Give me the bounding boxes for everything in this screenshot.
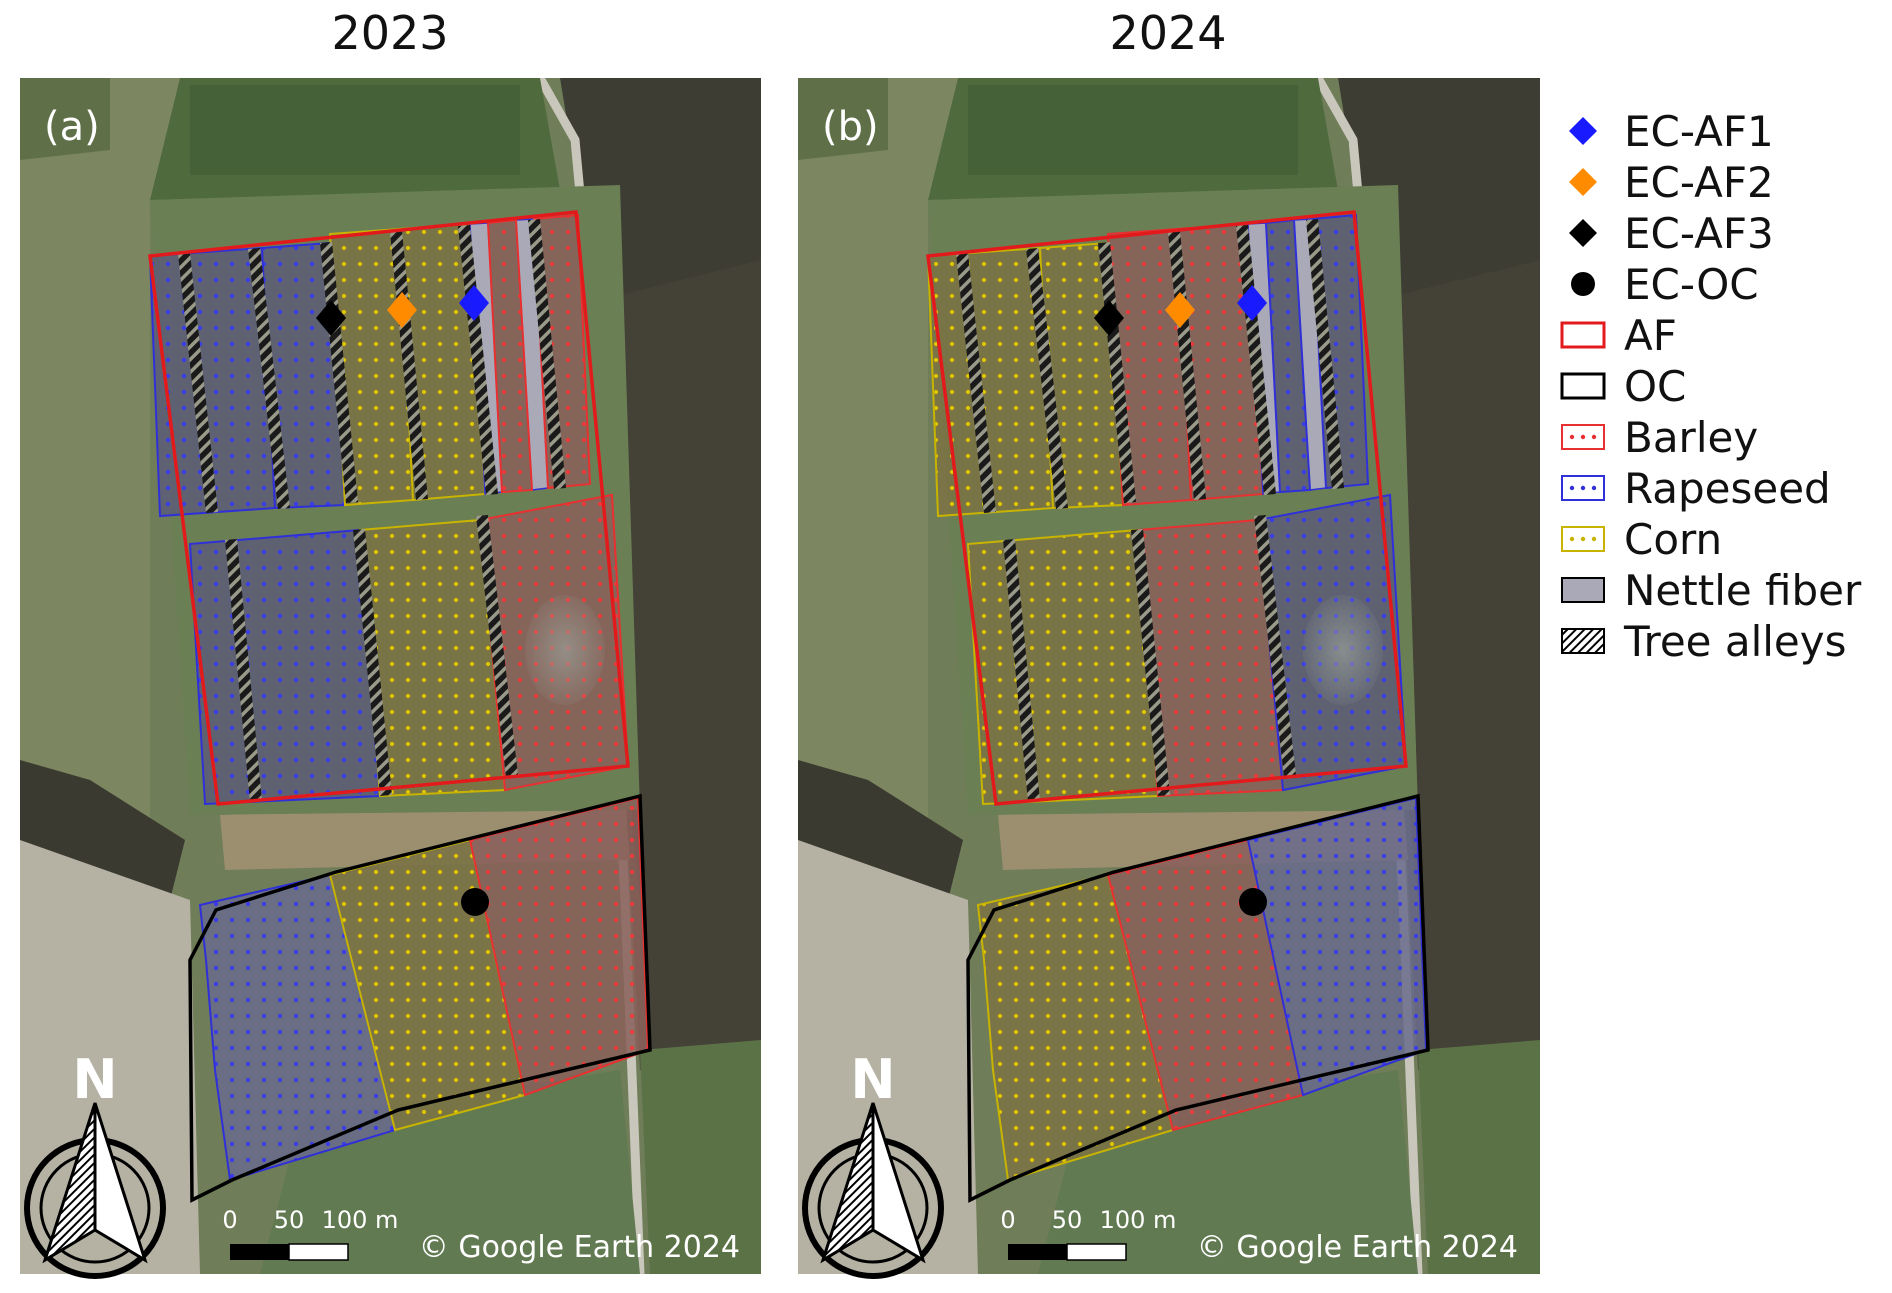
legend-item-ec-af2: EC-AF2 xyxy=(1560,157,1774,207)
copyright-a: © Google Earth 2024 xyxy=(419,1230,740,1265)
ec-af1-marker-b xyxy=(1237,285,1267,321)
af-outline-a xyxy=(148,210,630,806)
scale-tick-100-b: 100 m xyxy=(1100,1206,1177,1234)
legend-item-ec-af1: EC-AF1 xyxy=(1560,106,1774,156)
tree-alleys-south-b xyxy=(1003,515,1296,802)
red-outline-icon xyxy=(1560,321,1606,349)
oc-outline-b xyxy=(966,793,1430,1203)
ec-af1-marker-a xyxy=(459,285,489,321)
legend-item-corn: Corn xyxy=(1560,514,1722,564)
ec-af2-marker-b xyxy=(1165,292,1195,328)
yellow-dots-icon xyxy=(1561,526,1605,552)
scale-bar-a xyxy=(230,1243,349,1261)
map-panel-b xyxy=(798,78,1540,1279)
scale-tick-100-a: 100 m xyxy=(322,1206,399,1234)
ec-oc-marker-a xyxy=(461,888,489,916)
red-dots-icon xyxy=(1561,424,1605,450)
map-panel-a xyxy=(20,78,761,1279)
orange-diamond-icon xyxy=(1569,168,1597,196)
tree-alleys-south-a xyxy=(225,515,518,802)
legend-item-af: AF xyxy=(1560,310,1677,360)
legend-item-ec-oc: EC-OC xyxy=(1560,259,1759,309)
legend-label-barley: Barley xyxy=(1624,412,1759,462)
legend-label-rapeseed: Rapeseed xyxy=(1624,463,1831,513)
legend-item-tree: Tree alleys xyxy=(1560,616,1847,666)
legend-label-ec-oc: EC-OC xyxy=(1624,259,1759,309)
scale-tick-50-a: 50 xyxy=(274,1206,305,1234)
ec-oc-marker-b xyxy=(1239,888,1267,916)
blue-diamond-icon xyxy=(1569,117,1597,145)
ec-af2-marker-a xyxy=(387,292,417,328)
blue-dots-icon xyxy=(1561,475,1605,501)
legend-label-ec-af3: EC-AF3 xyxy=(1624,208,1774,258)
legend-label-nettle: Nettle fiber xyxy=(1624,565,1862,615)
legend-label-corn: Corn xyxy=(1624,514,1723,564)
legend-label-oc: OC xyxy=(1624,361,1687,411)
legend-label-af: AF xyxy=(1624,310,1677,360)
legend-label-tree: Tree alleys xyxy=(1624,616,1847,666)
north-arrow-b xyxy=(802,1102,944,1279)
scale-tick-0-a: 0 xyxy=(222,1206,237,1234)
gray-fill-icon xyxy=(1561,577,1605,603)
north-label-a: N xyxy=(72,1048,117,1111)
legend-item-barley: Barley xyxy=(1560,412,1758,462)
legend-item-nettle: Nettle fiber xyxy=(1560,565,1861,615)
year-title-2023: 2023 xyxy=(331,6,449,60)
black-outline-icon xyxy=(1560,372,1606,400)
north-label-b: N xyxy=(850,1048,895,1111)
legend-item-rapeseed: Rapeseed xyxy=(1560,463,1831,513)
panel-label-a: (a) xyxy=(44,104,100,150)
black-circle-icon xyxy=(1571,272,1595,296)
legend-label-ec-af2: EC-AF2 xyxy=(1624,157,1774,207)
ec-af3-marker-a xyxy=(316,300,346,336)
ec-af3-marker-b xyxy=(1094,300,1124,336)
copyright-b: © Google Earth 2024 xyxy=(1197,1230,1518,1265)
year-title-2024: 2024 xyxy=(1109,6,1227,60)
legend-item-ec-af3: EC-AF3 xyxy=(1560,208,1774,258)
scale-tick-0-b: 0 xyxy=(1000,1206,1015,1234)
scale-tick-50-b: 50 xyxy=(1052,1206,1083,1234)
panel-label-b: (b) xyxy=(822,104,879,150)
scale-bar-b xyxy=(1008,1243,1127,1261)
legend-item-oc: OC xyxy=(1560,361,1686,411)
north-arrow-a xyxy=(24,1102,166,1279)
legend-label-ec-af1: EC-AF1 xyxy=(1624,106,1774,156)
hatch-icon xyxy=(1561,628,1605,654)
af-outline-b xyxy=(926,210,1408,806)
oc-outline-a xyxy=(188,793,652,1203)
black-diamond-icon xyxy=(1569,219,1597,247)
